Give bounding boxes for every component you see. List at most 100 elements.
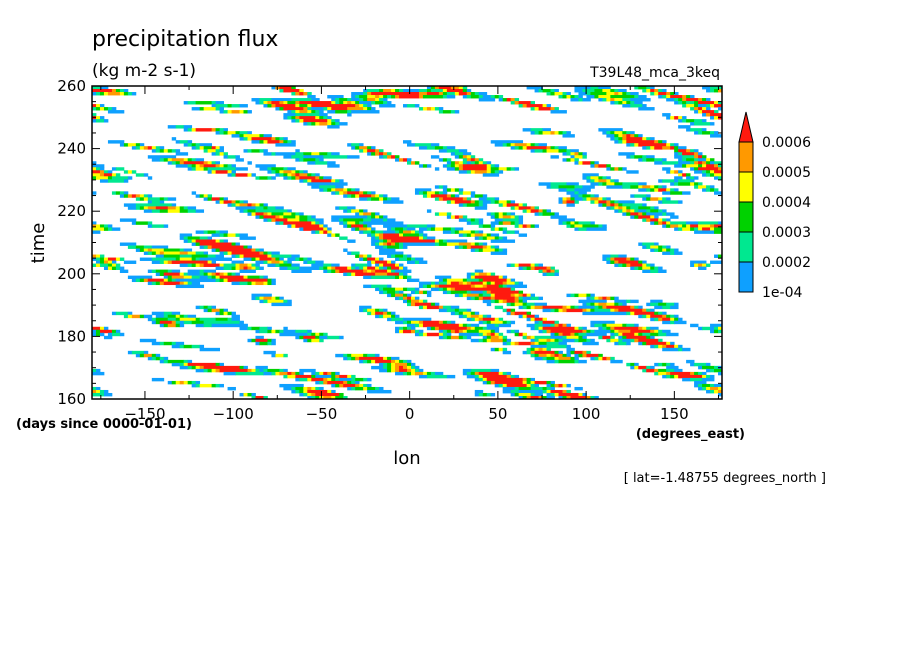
precip-cell bbox=[387, 260, 392, 264]
precip-cell bbox=[674, 314, 679, 319]
precip-cell bbox=[259, 101, 264, 105]
precip-cell bbox=[710, 170, 715, 174]
precip-cell bbox=[379, 314, 384, 319]
precip-cell bbox=[506, 263, 512, 267]
precip-cell bbox=[367, 152, 372, 156]
precip-cell bbox=[566, 353, 571, 358]
precip-cell bbox=[658, 332, 667, 337]
precip-cell bbox=[566, 191, 575, 195]
precip-cell bbox=[203, 149, 209, 153]
precip-cell bbox=[434, 146, 444, 150]
precip-cell bbox=[379, 257, 384, 261]
precip-cell bbox=[482, 317, 496, 322]
precip-cell bbox=[418, 233, 424, 237]
precip-cell bbox=[598, 305, 603, 310]
precip-cell bbox=[530, 149, 535, 153]
precip-cell bbox=[622, 332, 635, 337]
precip-cell bbox=[387, 269, 392, 273]
precip-cell bbox=[442, 158, 448, 162]
precip-cell bbox=[183, 143, 189, 147]
precip-cell bbox=[618, 101, 623, 105]
precip-cell bbox=[446, 188, 452, 192]
precip-cell bbox=[223, 164, 228, 168]
precip-cell bbox=[123, 89, 129, 93]
precip-cell bbox=[387, 365, 392, 370]
precip-cell bbox=[546, 269, 551, 273]
precip-cell bbox=[494, 296, 516, 301]
precip-cell bbox=[610, 296, 615, 301]
precip-cell bbox=[235, 254, 240, 258]
precip-cell bbox=[658, 200, 663, 204]
precip-cell bbox=[670, 116, 675, 120]
precip-cell bbox=[231, 260, 244, 264]
precip-cell bbox=[418, 368, 424, 373]
precip-cell bbox=[383, 242, 388, 246]
precip-cell bbox=[506, 308, 512, 313]
precip-cell bbox=[135, 194, 141, 198]
precip-cell bbox=[562, 395, 567, 399]
precip-cell bbox=[107, 263, 113, 267]
precip-cell bbox=[375, 287, 380, 292]
precip-cell bbox=[371, 152, 376, 156]
precip-cell bbox=[299, 212, 304, 216]
precip-cell bbox=[239, 209, 244, 213]
precip-cell bbox=[335, 353, 344, 358]
precip-cell bbox=[315, 395, 320, 399]
precip-cell bbox=[367, 254, 372, 258]
precip-cell bbox=[634, 86, 639, 90]
precip-cell bbox=[546, 389, 551, 394]
precip-cell bbox=[339, 191, 344, 195]
precip-cell bbox=[375, 233, 380, 237]
precip-cell bbox=[646, 197, 651, 201]
precip-cell bbox=[654, 242, 659, 246]
precip-cell bbox=[203, 323, 213, 328]
precip-cell bbox=[438, 320, 444, 325]
precip-cell bbox=[622, 167, 627, 171]
precip-cell bbox=[482, 299, 492, 304]
precip-cell bbox=[231, 266, 236, 270]
precip-cell bbox=[215, 128, 220, 132]
precip-cell bbox=[438, 110, 444, 114]
precip-cell bbox=[558, 149, 567, 153]
precip-cell bbox=[614, 260, 619, 264]
precip-cell bbox=[139, 197, 145, 201]
precip-cell bbox=[490, 320, 504, 325]
precip-cell bbox=[207, 308, 213, 313]
precip-cell bbox=[598, 302, 607, 307]
precip-cell bbox=[686, 95, 691, 99]
precip-cell bbox=[179, 320, 185, 325]
precip-cell bbox=[622, 98, 631, 102]
precip-cell bbox=[458, 149, 468, 153]
precip-cell bbox=[566, 158, 571, 162]
precip-cell bbox=[283, 170, 292, 174]
precip-cell bbox=[151, 353, 157, 358]
precip-cell bbox=[331, 395, 336, 399]
precip-cell bbox=[243, 209, 248, 213]
precip-cell bbox=[474, 371, 480, 376]
precip-cell bbox=[311, 152, 320, 156]
precip-cell bbox=[363, 212, 372, 216]
precip-cell bbox=[99, 104, 105, 108]
precip-cell bbox=[255, 281, 264, 286]
precip-cell bbox=[355, 386, 364, 391]
precip-cell bbox=[331, 383, 336, 388]
precip-cell bbox=[131, 278, 137, 283]
precip-cell bbox=[259, 203, 264, 207]
precip-cell bbox=[702, 161, 707, 165]
precip-cell bbox=[614, 101, 619, 105]
precip-cell bbox=[295, 158, 300, 162]
precip-cell bbox=[139, 278, 145, 283]
precip-cell bbox=[574, 221, 579, 225]
precip-cell bbox=[706, 386, 711, 391]
precip-cell bbox=[606, 179, 611, 183]
precip-cell bbox=[231, 242, 236, 246]
precip-cell bbox=[534, 380, 547, 385]
precip-cell bbox=[351, 110, 380, 114]
precip-cell bbox=[490, 335, 500, 340]
precip-cell bbox=[502, 383, 508, 388]
precip-cell bbox=[506, 167, 512, 171]
precip-cell bbox=[335, 191, 340, 195]
precip-cell bbox=[367, 224, 372, 228]
precip-cell bbox=[542, 317, 547, 322]
